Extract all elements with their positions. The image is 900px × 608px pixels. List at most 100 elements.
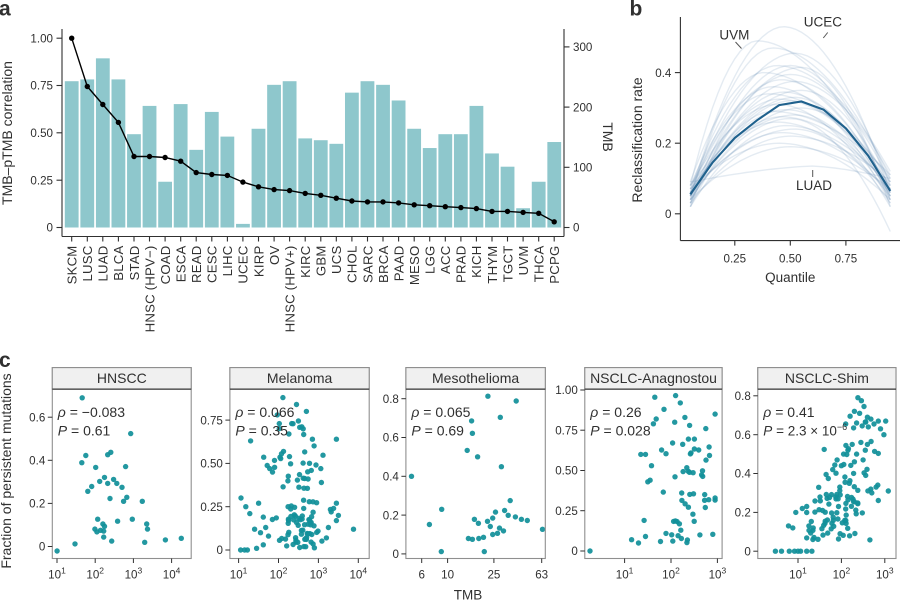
svg-text:UVM: UVM [719, 28, 749, 43]
svg-text:0.4: 0.4 [29, 454, 46, 467]
svg-text:SARC: SARC [360, 245, 375, 283]
svg-text:0: 0 [571, 545, 577, 558]
svg-text:PRAD: PRAD [454, 246, 469, 283]
svg-text:0: 0 [665, 208, 671, 221]
svg-text:LGG: LGG [422, 246, 437, 274]
svg-text:0.50: 0.50 [30, 127, 53, 140]
svg-text:P = 0.028: P = 0.028 [590, 423, 651, 439]
svg-text:1.00: 1.00 [555, 384, 578, 397]
svg-text:Quantile: Quantile [765, 270, 815, 285]
svg-text:P = 0.69: P = 0.69 [411, 423, 464, 439]
svg-text:ρ = 0.065: ρ = 0.065 [410, 404, 470, 420]
svg-text:63: 63 [535, 569, 548, 582]
svg-text:ρ = 0.26: ρ = 0.26 [589, 404, 641, 420]
svg-text:CHOL: CHOL [345, 246, 360, 283]
svg-text:0.75: 0.75 [200, 414, 223, 427]
svg-text:0.75: 0.75 [555, 424, 578, 437]
svg-text:0.6: 0.6 [29, 411, 45, 424]
svg-text:THCA: THCA [531, 246, 546, 283]
svg-text:UCEC: UCEC [236, 245, 251, 283]
svg-text:0: 0 [216, 544, 222, 557]
svg-text:0: 0 [39, 541, 45, 554]
svg-text:BRCA: BRCA [376, 246, 391, 283]
svg-text:P = 0.61: P = 0.61 [58, 423, 111, 439]
svg-text:TGCT: TGCT [500, 246, 515, 283]
svg-text:TMB: TMB [600, 122, 616, 152]
svg-text:200: 200 [573, 101, 592, 114]
svg-text:HNSC (HPV−): HNSC (HPV−) [142, 246, 157, 333]
svg-text:ρ = −0.083: ρ = −0.083 [57, 404, 125, 420]
svg-text:b: b [630, 0, 643, 20]
svg-text:0.2: 0.2 [735, 507, 751, 520]
svg-text:LUAD: LUAD [796, 178, 832, 193]
svg-text:GBM: GBM [314, 246, 329, 277]
svg-text:P = 2.3 × 10−6: P = 2.3 × 10−6 [763, 422, 847, 439]
svg-text:Mesothelioma: Mesothelioma [432, 370, 519, 386]
svg-text:0.6: 0.6 [383, 432, 399, 445]
svg-text:P = 0.35: P = 0.35 [235, 423, 288, 439]
svg-text:0.50: 0.50 [555, 465, 578, 478]
svg-text:0.25: 0.25 [555, 505, 578, 518]
svg-text:0.8: 0.8 [735, 390, 751, 403]
svg-text:a: a [0, 0, 11, 20]
svg-text:BLCA: BLCA [111, 245, 126, 280]
svg-text:0.2: 0.2 [655, 137, 671, 150]
svg-text:LUAD: LUAD [96, 246, 111, 282]
svg-text:6: 6 [418, 569, 424, 582]
svg-text:0.4: 0.4 [735, 468, 752, 481]
svg-text:MESO: MESO [407, 246, 422, 286]
svg-text:0.25: 0.25 [724, 253, 747, 266]
svg-text:0.50: 0.50 [200, 458, 223, 471]
svg-text:SKCM: SKCM [64, 246, 79, 285]
svg-text:0.25: 0.25 [200, 501, 223, 514]
svg-text:300: 300 [573, 41, 592, 54]
svg-text:UVM: UVM [516, 246, 531, 276]
svg-text:0.4: 0.4 [655, 67, 672, 80]
svg-text:COAD: COAD [158, 246, 173, 285]
svg-text:NSCLC-Anagnostou: NSCLC-Anagnostou [590, 370, 717, 386]
svg-text:KICH: KICH [469, 246, 484, 278]
svg-text:KIRP: KIRP [251, 246, 266, 278]
svg-text:10: 10 [441, 569, 454, 582]
svg-text:ρ = 0.41: ρ = 0.41 [762, 404, 814, 420]
svg-text:25: 25 [487, 569, 500, 582]
svg-text:Reclassification rate: Reclassification rate [629, 77, 645, 202]
svg-text:UCEC: UCEC [804, 15, 843, 30]
svg-text:THYM: THYM [485, 246, 500, 284]
svg-text:READ: READ [189, 246, 204, 283]
svg-text:ρ = 0.066: ρ = 0.066 [234, 404, 294, 420]
svg-text:NSCLC-Shim: NSCLC-Shim [785, 370, 869, 386]
svg-text:ESCA: ESCA [173, 246, 188, 283]
svg-text:LIHC: LIHC [220, 245, 235, 276]
svg-text:1.00: 1.00 [30, 32, 53, 45]
svg-text:0: 0 [47, 222, 53, 235]
svg-text:0.6: 0.6 [735, 429, 751, 442]
svg-text:0: 0 [392, 548, 398, 561]
svg-text:0.75: 0.75 [30, 80, 53, 93]
svg-text:0.75: 0.75 [835, 253, 858, 266]
svg-text:0.4: 0.4 [383, 470, 400, 483]
svg-text:0.50: 0.50 [779, 253, 802, 266]
svg-text:HNSCC: HNSCC [97, 370, 147, 386]
svg-text:0: 0 [744, 545, 750, 558]
svg-text:LUSC: LUSC [80, 245, 95, 281]
svg-text:HNSC (HPV+): HNSC (HPV+) [282, 246, 297, 333]
svg-text:TMB: TMB [454, 588, 483, 603]
svg-text:0.2: 0.2 [29, 498, 45, 511]
svg-text:CESC: CESC [205, 245, 220, 283]
svg-text:Melanoma: Melanoma [267, 370, 333, 386]
svg-text:UCS: UCS [329, 246, 344, 274]
svg-text:c: c [0, 349, 11, 372]
svg-text:Fraction of persistent mutatio: Fraction of persistent mutations [0, 373, 14, 568]
svg-text:STAD: STAD [127, 246, 142, 281]
svg-text:PAAD: PAAD [391, 246, 406, 282]
svg-text:0: 0 [573, 222, 579, 235]
svg-text:TMB–pTMB correlation: TMB–pTMB correlation [0, 61, 15, 205]
svg-text:PCPG: PCPG [547, 246, 562, 284]
svg-text:KIRC: KIRC [298, 245, 313, 278]
svg-text:0.8: 0.8 [383, 393, 399, 406]
svg-text:0.25: 0.25 [30, 174, 53, 187]
svg-text:ACC: ACC [438, 245, 453, 274]
svg-text:OV: OV [267, 246, 282, 265]
svg-text:0.2: 0.2 [383, 509, 399, 522]
